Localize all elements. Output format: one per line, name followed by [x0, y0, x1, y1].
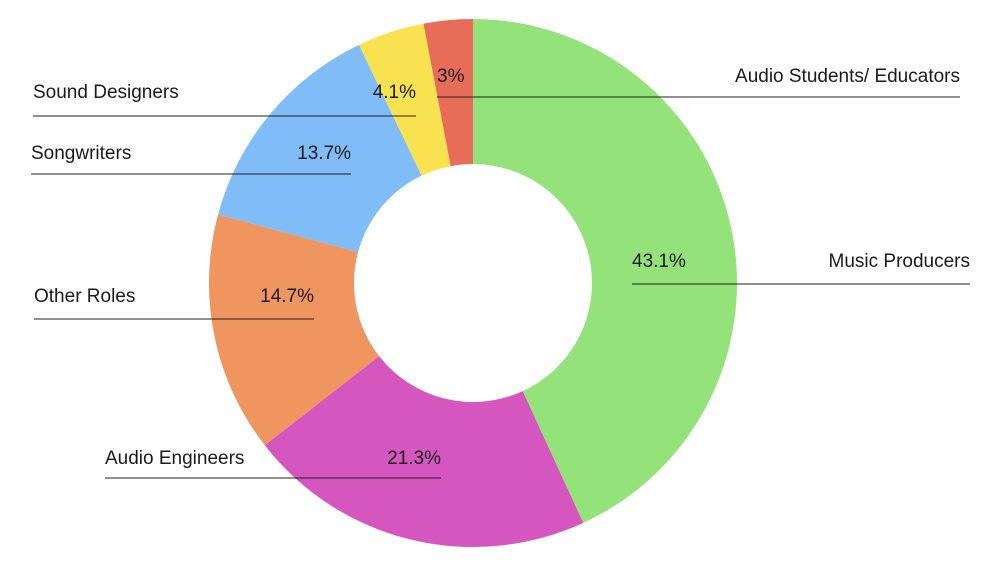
- donut-slice: [208, 214, 380, 446]
- donut-slice: [358, 23, 451, 176]
- slice-label: Audio Engineers: [105, 448, 244, 469]
- value-label: 13.7%: [297, 143, 351, 164]
- donut-slice: [423, 19, 473, 167]
- donut-slice: [473, 19, 737, 523]
- value-label: 14.7%: [260, 286, 314, 307]
- value-label: 43.1%: [632, 251, 686, 272]
- slice-label: Music Producers: [829, 251, 971, 272]
- value-label: 3%: [437, 66, 465, 87]
- slice-label: Other Roles: [34, 286, 135, 307]
- donut-slice: [264, 356, 584, 547]
- value-label: 21.3%: [387, 448, 441, 469]
- slice-label: Songwriters: [31, 143, 131, 164]
- slice-label: Sound Designers: [33, 82, 179, 103]
- value-label: 4.1%: [373, 82, 416, 103]
- slice-label: Audio Students/ Educators: [735, 66, 960, 87]
- donut-slice: [218, 44, 422, 253]
